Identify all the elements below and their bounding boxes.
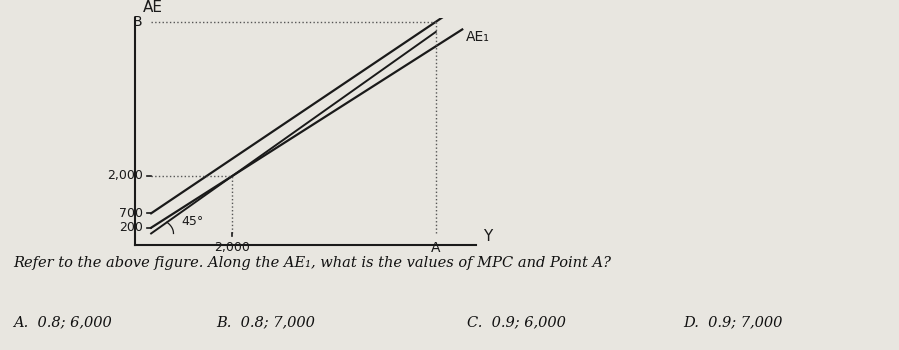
Text: B.  0.8; 7,000: B. 0.8; 7,000 [216,315,315,329]
Text: AE₂: AE₂ [466,0,489,3]
Text: 2,000: 2,000 [215,241,251,254]
Text: D.  0.9; 7,000: D. 0.9; 7,000 [683,315,783,329]
Text: B: B [132,15,142,29]
Text: A: A [431,241,441,255]
Text: 2,000: 2,000 [107,169,143,182]
Text: AE₁: AE₁ [466,30,489,44]
Text: Y: Y [483,229,493,244]
Text: 200: 200 [119,221,143,234]
Text: 700: 700 [119,207,143,220]
Text: A.  0.8; 6,000: A. 0.8; 6,000 [13,315,112,329]
Text: 45°: 45° [182,215,204,228]
Text: AE: AE [143,0,163,15]
Text: C.  0.9; 6,000: C. 0.9; 6,000 [467,315,566,329]
Text: Refer to the above figure. Along the AE₁, what is the values of MPC and Point A?: Refer to the above figure. Along the AE₁… [13,256,611,270]
